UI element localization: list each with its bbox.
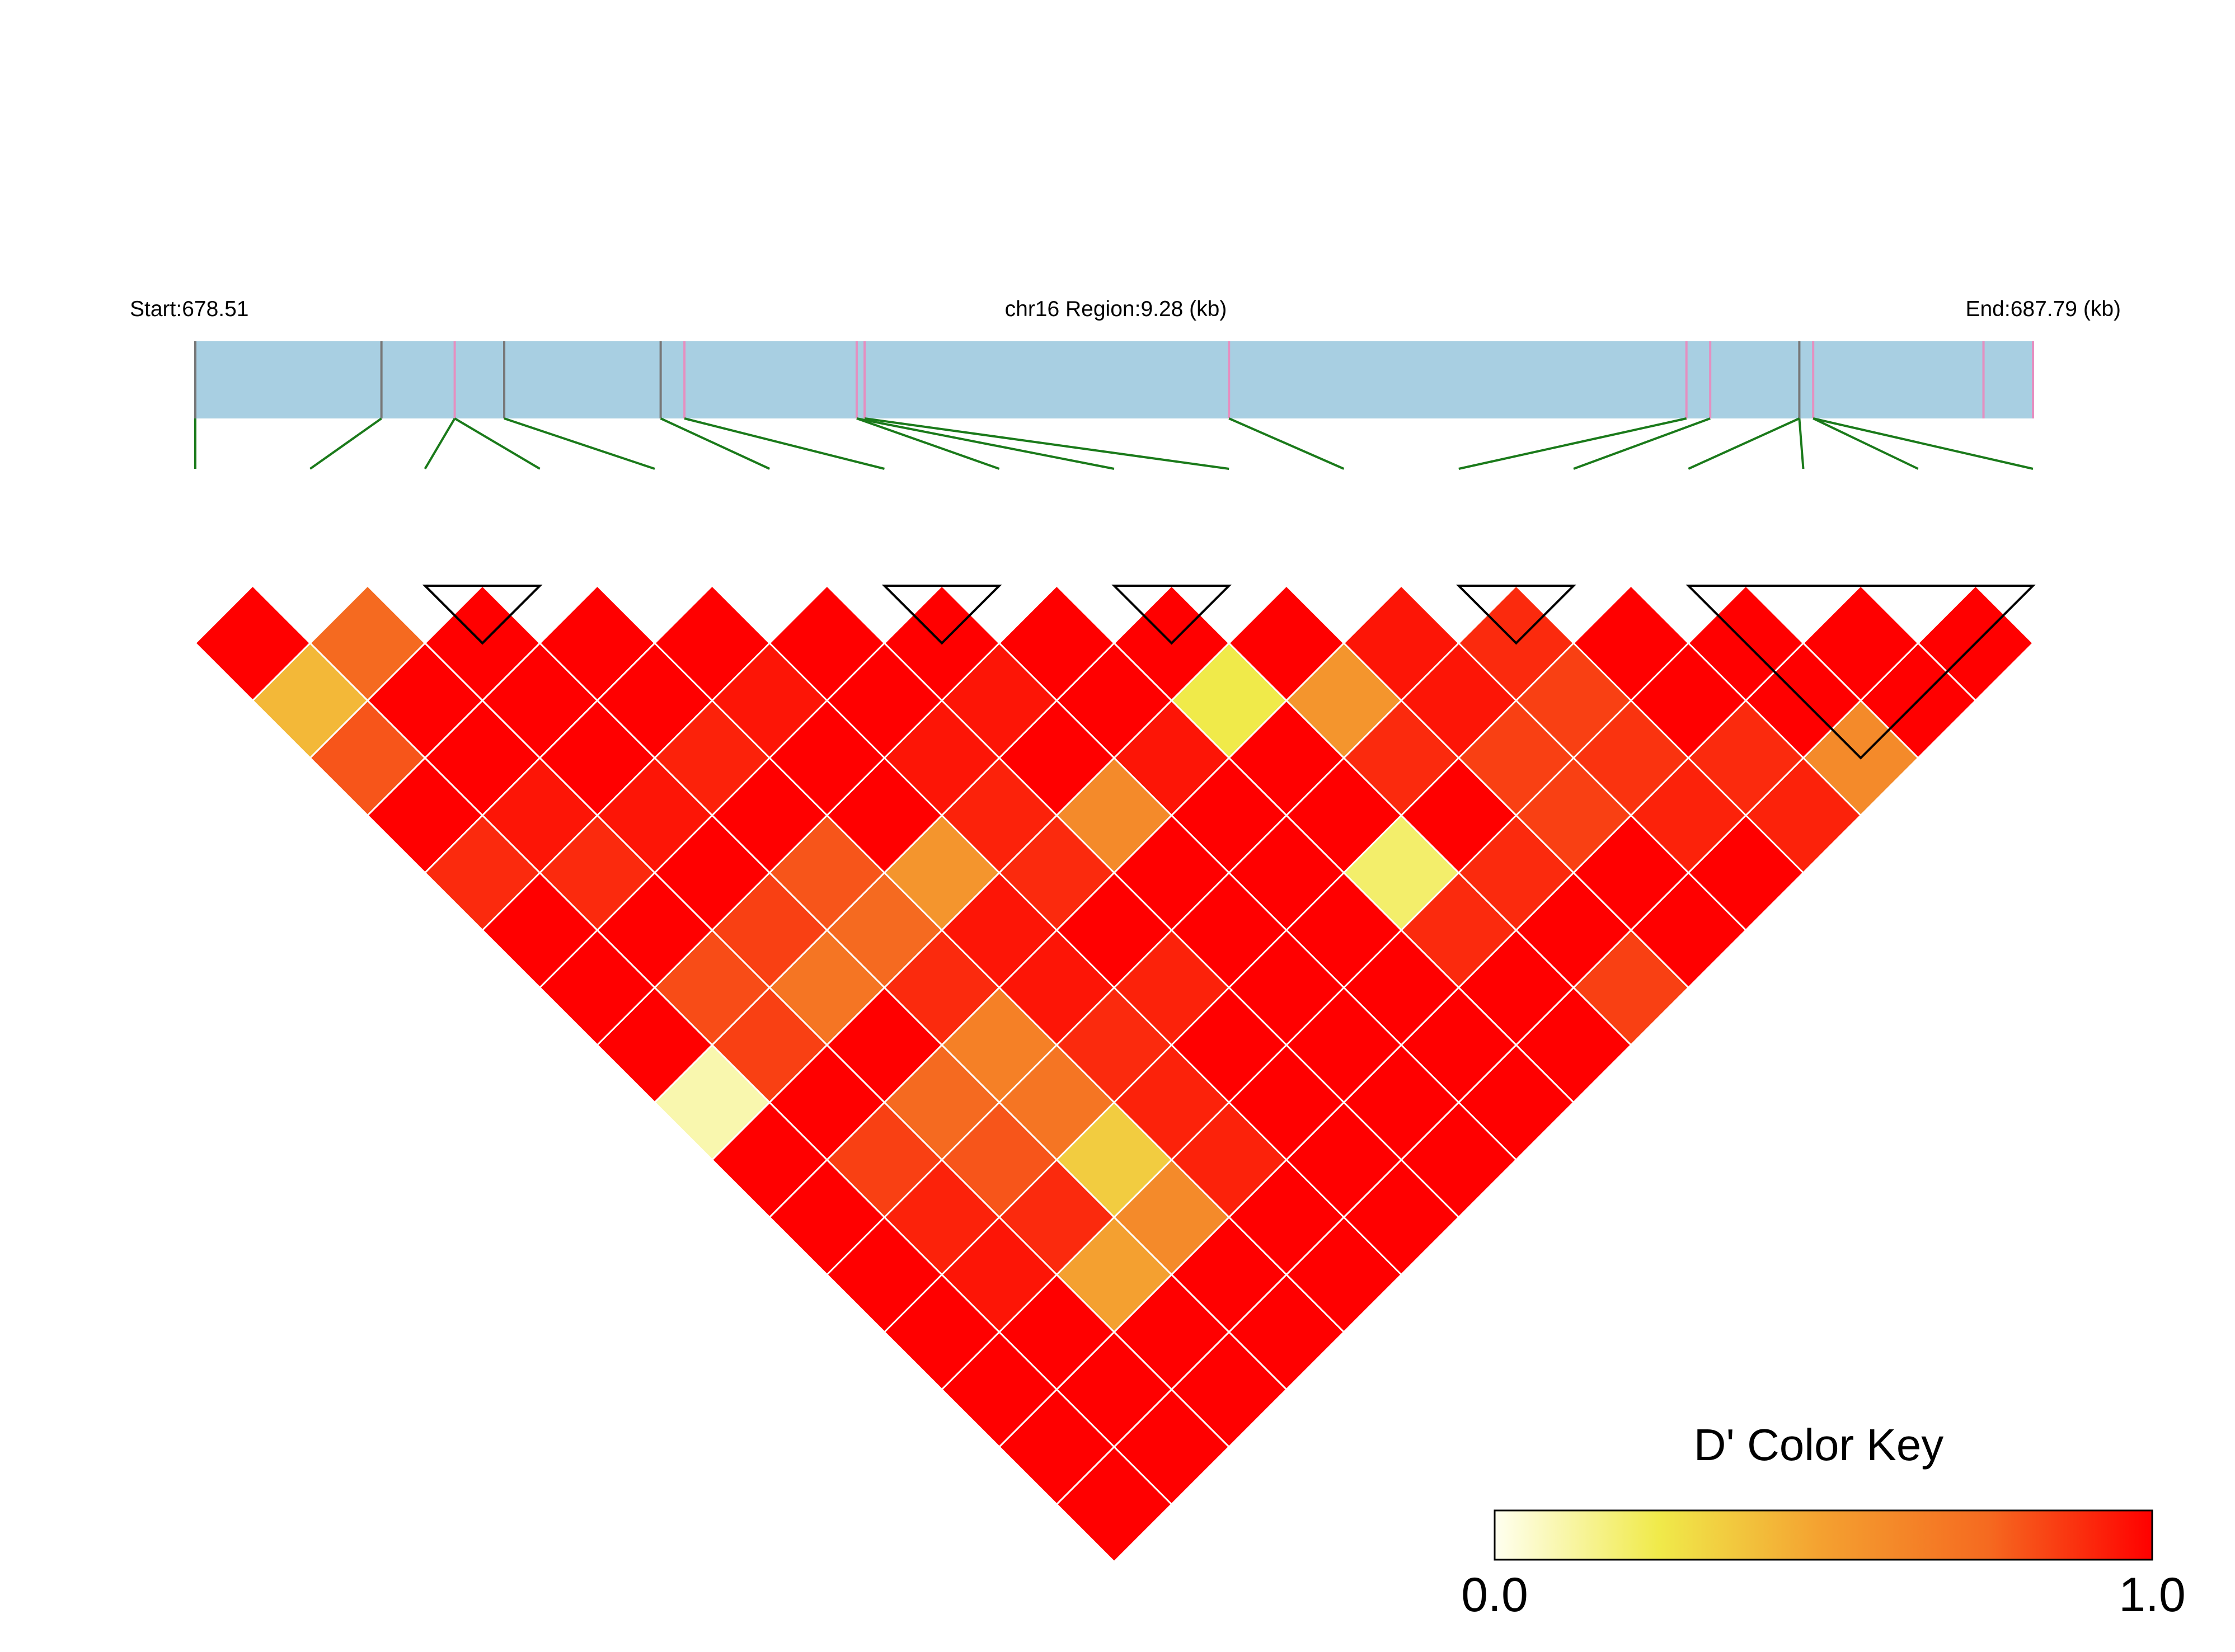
haplotype-block-outline <box>881 585 1002 645</box>
legend-gradient-bar <box>1494 1509 2153 1561</box>
region-end-label: End:687.79 (kb) <box>1965 297 2121 321</box>
snp-connector-line <box>1798 418 1805 469</box>
haplotype-block-outline <box>1685 585 2036 760</box>
haplotype-block-outline <box>1111 585 1232 645</box>
snp-connector-line <box>1813 417 2034 470</box>
region-title-label: chr16 Region:9.28 (kb) <box>1005 297 1227 321</box>
snp-connector-line <box>1458 417 1687 470</box>
snp-connector-line <box>660 417 771 470</box>
snp-connector-group <box>194 417 2034 470</box>
snp-connector-line <box>864 417 1229 470</box>
snp-connector-line <box>504 417 655 470</box>
snp-connector-line <box>1813 417 1919 470</box>
haplotype-block-group <box>422 585 2036 760</box>
snp-connector-line <box>856 417 1000 470</box>
legend-max-label: 1.0 <box>2119 1568 2186 1622</box>
legend-title: D' Color Key <box>1694 1420 1944 1470</box>
snp-connector-line <box>454 417 541 470</box>
snp-connector-line <box>1228 417 1345 470</box>
legend-min-label: 0.0 <box>1461 1568 1528 1622</box>
color-key-legend: D' Color Key 0.0 1.0 <box>1461 1420 2186 1622</box>
snp-connector-line <box>1573 417 1711 470</box>
snp-connector-line <box>684 417 885 470</box>
haplotype-block-outline <box>422 585 543 645</box>
haplotype-block-outline <box>1455 585 1576 645</box>
snp-connector-line <box>1688 417 1800 470</box>
chromosome-track <box>195 341 2033 418</box>
ld-cell-group <box>194 584 2035 1563</box>
snp-connector-line <box>309 417 382 470</box>
snp-tick-group <box>194 341 2034 418</box>
region-start-label: Start:678.51 <box>130 297 248 321</box>
snp-connector-line <box>856 417 1115 470</box>
snp-connector-line <box>424 417 456 470</box>
ld-cell <box>1055 1446 1173 1563</box>
